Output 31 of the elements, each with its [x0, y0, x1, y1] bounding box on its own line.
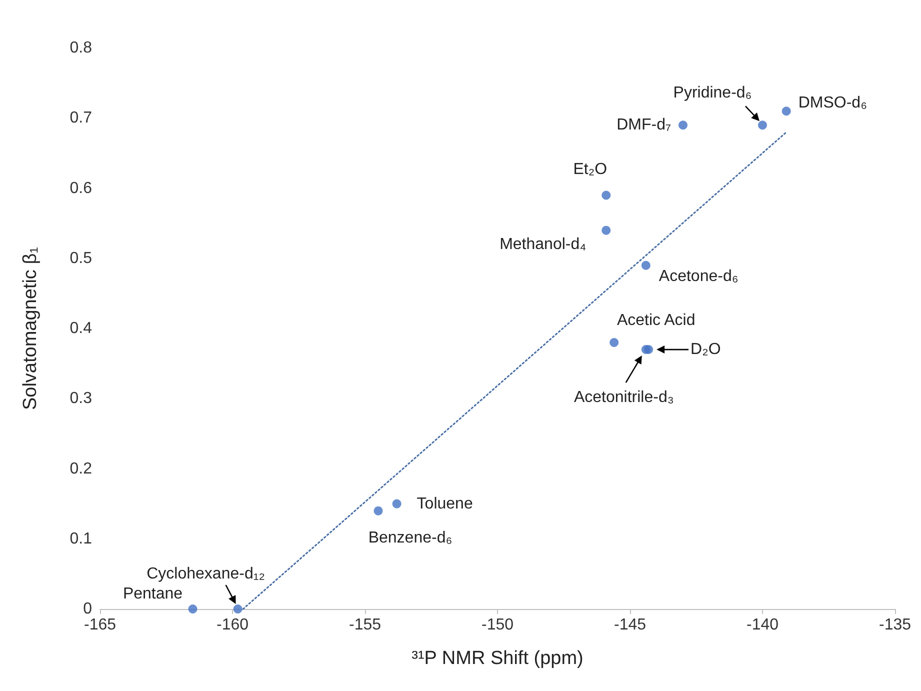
x-tick-label: -155 — [348, 616, 382, 634]
x-tick-label: -140 — [746, 616, 779, 634]
y-tick-label: 0.3 — [70, 390, 92, 408]
y-axis-title: Solvatomagnetic β₁ — [20, 246, 41, 410]
annotation: Benzene-d₆ — [368, 529, 452, 546]
x-tick-label: -135 — [878, 616, 912, 634]
annotation: Pentane — [122, 586, 183, 602]
y-tick-label: 0.8 — [70, 40, 92, 56]
annotation: DMF-d₇ — [616, 116, 671, 134]
annotation: Toluene — [416, 495, 473, 512]
annotation: Cyclohexane-d₁₂ — [146, 566, 265, 582]
x-axis-title: ³¹P NMR Shift (ppm) — [412, 648, 584, 669]
annotation: D₂O — [690, 341, 721, 358]
annotation: Acetonitrile-d₃ — [574, 389, 674, 406]
annotation: Acetic Acid — [616, 312, 696, 330]
x-tick-label: -145 — [614, 616, 646, 634]
y-tick-label: 0.1 — [70, 530, 92, 548]
annotation: Pyridine-d₆ — [673, 84, 752, 102]
annotation: DMSO-d₆ — [798, 94, 868, 112]
y-tick-label: 0.6 — [70, 180, 92, 197]
annotation: Et₂O — [573, 160, 608, 178]
y-tick-label: 0.5 — [70, 250, 92, 267]
x-tick-label: -160 — [216, 616, 249, 634]
x-tick-label: -165 — [84, 616, 116, 634]
y-tick-label: 0.4 — [70, 320, 92, 337]
annotation: Acetone-d₆ — [658, 268, 738, 285]
y-tick-label: 0.7 — [70, 110, 92, 127]
y-tick-label: 0 — [83, 600, 92, 618]
x-tick-label: -150 — [481, 616, 514, 634]
annotation: Methanol-d₄ — [500, 236, 586, 253]
y-tick-label: 0.2 — [70, 460, 92, 478]
